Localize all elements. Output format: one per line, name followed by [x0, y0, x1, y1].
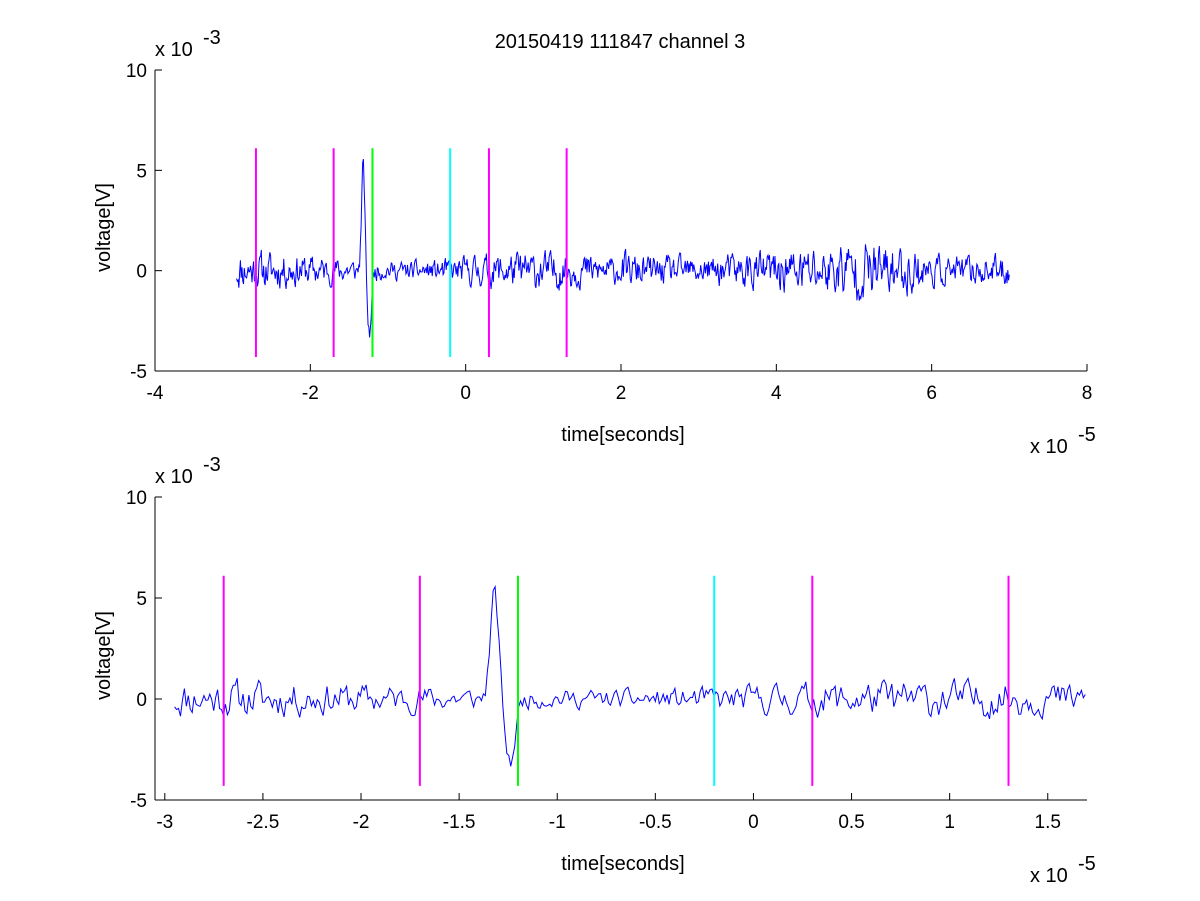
bottom-plot: -3 -2.5 -2 -1.5 -1 -0.5 0 0.5 1 1.5 -5 0 5 10 time[sec… — [93, 454, 1096, 887]
x-exponent-label: x 10 — [1030, 436, 1068, 458]
x-tick-label: 1 — [944, 812, 955, 833]
x-tick-label: -3 — [156, 812, 173, 833]
y-tick-label: 5 — [136, 589, 147, 610]
y-tick-label: 5 — [136, 161, 147, 182]
x-exponent-power: -5 — [1078, 424, 1096, 446]
x-tick-label: 1.5 — [1035, 812, 1061, 833]
y-tick-label: 0 — [136, 262, 147, 283]
y-tick-label: 10 — [126, 488, 147, 509]
x-tick-label: -4 — [147, 383, 164, 404]
x-axis-label: time[seconds] — [561, 424, 684, 446]
signal-trace — [174, 584, 1086, 767]
x-tick-label: 0.5 — [838, 812, 864, 833]
x-tick-label: -2 — [353, 812, 370, 833]
top-plot: -4 -2 0 2 4 6 8 -5 0 5 10 time[seconds] voltage[V] x … — [93, 27, 1096, 458]
y-exponent-label: x 10 — [155, 466, 193, 488]
signal-trace — [236, 158, 1010, 338]
x-tick-label: -1 — [549, 812, 566, 833]
x-axis-label: time[seconds] — [561, 853, 684, 875]
x-tick-label: 0 — [460, 383, 471, 404]
x-tick-label: 4 — [771, 383, 782, 404]
y-exponent-power: -3 — [203, 454, 221, 476]
y-exponent-label: x 10 — [155, 39, 193, 61]
y-tick-label: -5 — [130, 791, 147, 812]
x-tick-label: 0 — [748, 812, 759, 833]
figure-title: 20150419 111847 channel 3 — [495, 31, 746, 53]
y-tick-label: 10 — [126, 61, 147, 82]
y-exponent-power: -3 — [203, 27, 221, 49]
y-tick-label: -5 — [130, 362, 147, 383]
x-tick-label: 8 — [1082, 383, 1093, 404]
x-tick-label: 2 — [616, 383, 627, 404]
x-exponent-power: -5 — [1078, 853, 1096, 875]
y-axis-label: voltage[V] — [93, 611, 115, 700]
x-tick-label: -2 — [302, 383, 319, 404]
x-tick-label: -1.5 — [443, 812, 476, 833]
y-axis-label: voltage[V] — [93, 183, 115, 272]
y-tick-label: 0 — [136, 690, 147, 711]
x-tick-label: -0.5 — [639, 812, 672, 833]
x-tick-label: -2.5 — [247, 812, 280, 833]
x-exponent-label: x 10 — [1030, 865, 1068, 887]
x-tick-label: 6 — [926, 383, 937, 404]
